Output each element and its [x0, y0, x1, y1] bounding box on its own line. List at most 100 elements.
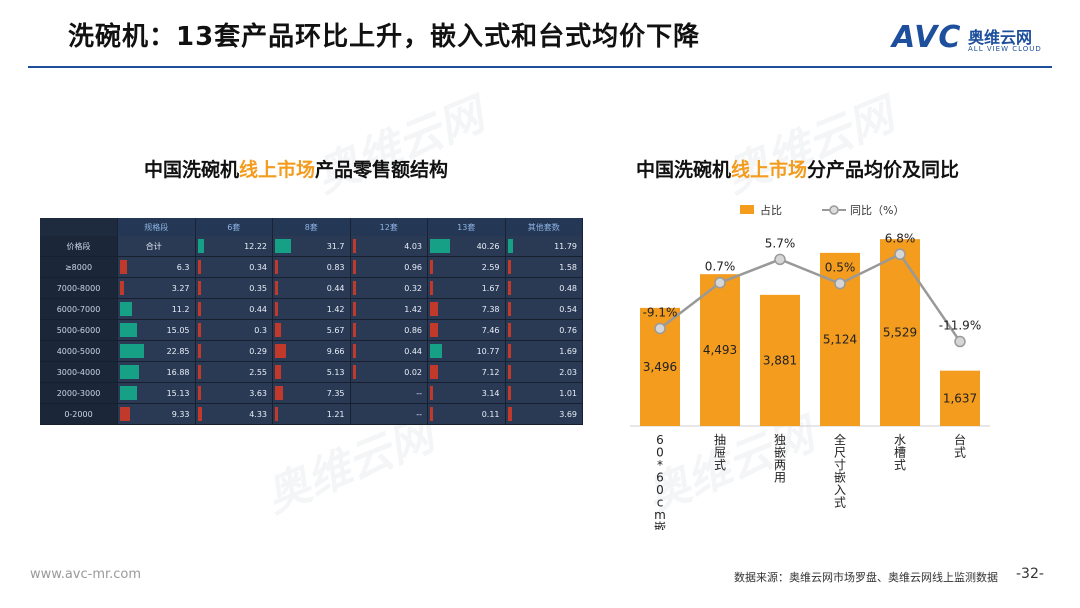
table-cell: 2.03 — [505, 361, 583, 383]
slide-title: 洗碗机：13套产品环比上升，嵌入式和台式均价下降 — [68, 22, 701, 52]
cell-indicator — [507, 281, 511, 295]
cell-value: 3.63 — [249, 388, 267, 398]
left-title-pre: 中国洗碗机 — [144, 159, 240, 181]
legend-label: 同比（%） — [850, 204, 904, 217]
cell-value: 1.21 — [326, 409, 345, 419]
cell-value: 0.34 — [249, 262, 267, 272]
cell-value: 0.35 — [249, 283, 267, 293]
right-title-post: 分产品均价及同比 — [807, 159, 960, 181]
cell-indicator — [120, 281, 124, 295]
line-point — [774, 253, 786, 266]
table-cell: 7.46 — [427, 319, 506, 341]
cell-value: 6000-7000 — [56, 304, 101, 314]
cell-indicator — [507, 386, 511, 400]
cell-value: 4.33 — [249, 409, 267, 419]
cell-value: 6.3 — [176, 262, 190, 272]
cell-value: 0.02 — [404, 367, 422, 377]
table-header-cell: 6套 — [195, 218, 273, 236]
cell-value: 0.54 — [559, 304, 577, 314]
table-cell: -- — [350, 403, 428, 425]
cell-indicator — [352, 302, 356, 316]
table-cell: 0.54 — [505, 298, 583, 320]
table-row: 3000-4000 16.88 2.55 5.13 0.02 7.12 2.03 — [40, 361, 583, 383]
line-point — [954, 335, 966, 348]
cell-indicator — [430, 386, 434, 400]
table-cell: 11.2 — [117, 298, 196, 320]
table-header-cell: 12套 — [350, 218, 428, 236]
cell-indicator — [507, 260, 511, 274]
table-cell: 0.44 — [195, 298, 273, 320]
cell-value: 5.13 — [326, 367, 345, 377]
cell-value: 7.12 — [481, 367, 500, 377]
table-cell: 0.48 — [505, 277, 583, 299]
table-row: 4000-5000 22.85 0.29 9.66 0.44 10.77 1.69 — [40, 340, 583, 362]
table-cell: 0.32 — [350, 277, 428, 299]
page-number: -32- — [1016, 566, 1044, 582]
cell-value: 31.7 — [326, 241, 345, 251]
table-cell: 1.01 — [505, 382, 583, 404]
line-point — [894, 248, 906, 261]
cell-value: 0.76 — [559, 325, 577, 335]
table-row: 价格段 合计 12.22 31.7 4.03 40.26 11.79 — [40, 236, 583, 257]
table-cell: 2.59 — [427, 256, 506, 278]
cell-value: 0.83 — [326, 262, 345, 272]
bar-data-label: 3,496 — [643, 360, 677, 374]
table-cell: 10.77 — [427, 340, 506, 362]
cell-indicator — [507, 344, 511, 358]
row-label: 0-2000 — [40, 403, 118, 425]
cell-indicator — [120, 407, 131, 421]
watermark: 奥维云网 — [308, 89, 491, 203]
table-cell: 0.44 — [272, 277, 351, 299]
table-row: 2000-3000 15.13 3.63 7.35 -- 3.14 1.01 — [40, 382, 583, 404]
yoy-line — [659, 252, 962, 343]
table-cell: 0.34 — [195, 256, 273, 278]
cell-value: 0.86 — [404, 325, 422, 335]
table-row: 6000-7000 11.2 0.44 1.42 1.42 7.38 0.54 — [40, 298, 583, 320]
cell-value: 15.13 — [166, 388, 190, 398]
table-cell: 9.33 — [117, 403, 196, 425]
watermark: 奥维云网 — [718, 89, 901, 203]
right-title-highlight: 线上市场 — [731, 159, 808, 181]
cell-indicator — [507, 365, 511, 379]
cell-indicator — [430, 260, 433, 274]
table-cell: 7.35 — [272, 382, 351, 404]
row-label: 7000-8000 — [40, 277, 118, 299]
cell-value: 7000-8000 — [56, 283, 101, 293]
row-label: 2000-3000 — [40, 382, 118, 404]
category-label: 抽屉式 — [714, 433, 726, 472]
data-source: 数据来源：奥维云网市场罗盘、奥维云网线上监测数据 — [734, 571, 998, 584]
cell-value: 2.03 — [559, 367, 577, 377]
cell-indicator — [197, 344, 201, 358]
cell-indicator — [275, 239, 291, 253]
retail-structure-table: 规格段 6套 8套 12套 13套 其他套数 价格段 合计 12.22 31.7 4.0… — [40, 218, 583, 425]
table-row: 0-2000 9.33 4.33 1.21 -- 0.11 3.69 — [40, 403, 583, 425]
cell-value: 价格段 — [66, 241, 91, 251]
table-cell: 2.55 — [195, 361, 273, 383]
row-label: 5000-6000 — [40, 319, 118, 341]
cell-indicator — [352, 281, 356, 295]
table-cell: 0.83 — [272, 256, 351, 278]
category-label: 水槽式 — [894, 433, 906, 472]
cell-indicator — [120, 302, 133, 316]
cell-value: 0.29 — [249, 346, 267, 356]
table-row: ≥8000 6.3 0.34 0.83 0.96 2.59 1.58 — [40, 256, 583, 278]
table-cell: 40.26 — [427, 236, 506, 257]
cell-indicator — [352, 344, 356, 358]
cell-value: 7.38 — [481, 304, 500, 314]
table-cell: 0.11 — [427, 403, 506, 425]
left-title-highlight: 线上市场 — [239, 159, 316, 181]
table-cell: 1.42 — [350, 298, 428, 320]
cell-indicator — [275, 302, 278, 316]
table-header-row: 规格段 6套 8套 12套 13套 其他套数 — [40, 218, 583, 236]
legend-label: 占比 — [760, 203, 782, 217]
table-cell: 7.38 — [427, 298, 506, 320]
cell-indicator — [430, 365, 438, 379]
table-header-cell: 规格段 — [117, 218, 196, 236]
category-label: 台式 — [954, 432, 966, 460]
table-row: 5000-6000 15.05 0.3 5.67 0.86 7.46 0.76 — [40, 319, 583, 341]
table-cell: 0.02 — [350, 361, 428, 383]
cell-indicator — [430, 239, 451, 253]
table-cell: 3.14 — [427, 382, 506, 404]
table-cell: 1.67 — [427, 277, 506, 299]
cell-value: 9.33 — [171, 409, 190, 419]
